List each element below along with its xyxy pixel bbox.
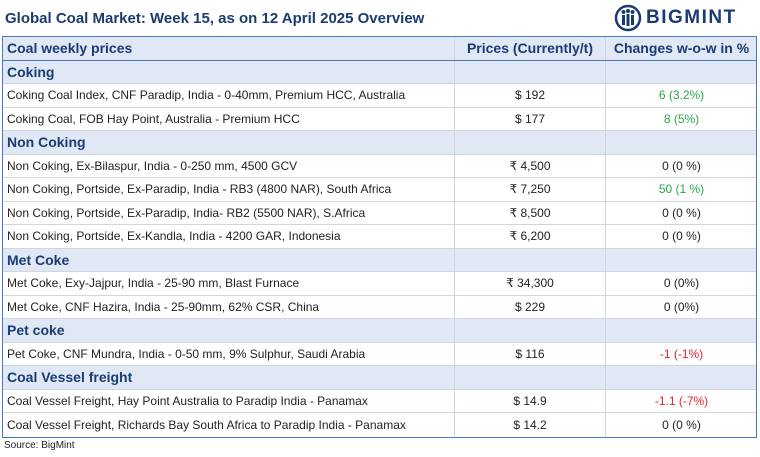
section-row: Met Coke	[3, 248, 757, 272]
item: Coking Coal Index, CNF Paradip, India - …	[7, 88, 406, 103]
data-row: Coking Coal Index, CNF Paradip, India - …	[3, 84, 756, 108]
change: -1.1 (-7%)	[605, 389, 757, 412]
empty-cell	[454, 248, 605, 271]
price: $ 192	[454, 84, 605, 107]
price: ₹ 34,300	[454, 272, 605, 295]
logo: BIGMINT	[614, 4, 754, 32]
price: $ 229	[454, 295, 605, 318]
logo-icon	[614, 4, 642, 32]
price: $ 116	[454, 342, 605, 365]
empty-cell	[454, 60, 605, 83]
section-row: Pet coke	[3, 319, 756, 343]
price: ₹ 4,500	[454, 154, 605, 177]
column-header: Prices (Currently/t)	[454, 37, 605, 60]
section-row: Non Coking	[3, 131, 756, 155]
column-header: Coal weekly prices	[7, 40, 133, 57]
change: 50 (1 %)	[605, 178, 757, 201]
source: Source: BigMint	[4, 440, 75, 451]
section-name: Pet coke	[7, 322, 65, 339]
change: 8 (5%)	[605, 107, 757, 130]
change: 0 (0 %)	[605, 413, 757, 437]
price-table: Coal weekly prices Prices (Currently/t) Ch…	[2, 36, 757, 438]
section-name: Met Coke	[7, 251, 70, 268]
empty-cell	[454, 131, 605, 154]
item: Non Coking, Portside, Ex-Paradip, India …	[7, 182, 392, 197]
item: Coking Coal, FOB Hay Point, Australia - …	[7, 111, 300, 126]
item: Non Coking, Ex-Bilaspur, India - 0-250 m…	[7, 158, 298, 173]
empty-cell	[605, 319, 757, 342]
item: Met Coke, Exy-Jajpur, India - 25-90 mm, …	[7, 276, 300, 291]
price: ₹ 7,250	[454, 178, 605, 201]
item: Met Coke, CNF Hazira, India - 25-90mm, 6…	[7, 299, 320, 314]
change: 0 (0%)	[605, 295, 757, 318]
price: ₹ 6,200	[454, 225, 605, 248]
section-row: Coal Vessel freight	[3, 366, 756, 390]
change: -1 (-1%)	[605, 342, 757, 365]
price: $ 14.2	[454, 413, 605, 437]
data-row: Non Coking, Portside, Ex-Paradip, India-…	[3, 201, 757, 225]
empty-cell	[605, 366, 757, 389]
item: Non Coking, Portside, Ex-Paradip, India-…	[7, 205, 366, 220]
item: Coal Vessel Freight, Hay Point Australia…	[7, 393, 368, 408]
title: Global Coal Market: Week 15, as on 12 Ap…	[5, 10, 425, 27]
price: ₹ 8,500	[454, 201, 605, 224]
empty-cell	[605, 60, 757, 83]
data-row: Met Coke, CNF Hazira, India - 25-90mm, 6…	[3, 295, 757, 319]
empty-cell	[454, 366, 605, 389]
change: 0 (0 %)	[605, 154, 757, 177]
section-name: Non Coking	[7, 134, 86, 151]
empty-cell	[605, 131, 757, 154]
data-row: Pet Coke, CNF Mundra, India - 0-50 mm, 9…	[3, 342, 757, 366]
change: 0 (0 %)	[605, 201, 757, 224]
section-name: Coking	[7, 63, 55, 80]
data-row: Coking Coal, FOB Hay Point, Australia - …	[3, 107, 757, 131]
item: Pet Coke, CNF Mundra, India - 0-50 mm, 9…	[7, 346, 366, 361]
data-row: Coal Vessel Freight, Hay Point Australia…	[3, 389, 757, 413]
section-row: Coking	[3, 60, 757, 84]
data-row: Met Coke, Exy-Jajpur, India - 25-90 mm, …	[3, 272, 756, 296]
item: Coal Vessel Freight, Richards Bay South …	[7, 417, 406, 432]
data-row: Non Coking, Ex-Bilaspur, India - 0-250 m…	[3, 154, 757, 178]
section-name: Coal Vessel freight	[7, 369, 133, 386]
price: $ 14.9	[454, 389, 605, 412]
data-row: Coal Vessel Freight, Richards Bay South …	[3, 413, 756, 437]
empty-cell	[454, 319, 605, 342]
item: Non Coking, Portside, Ex-Kandla, India -…	[7, 229, 341, 244]
data-row: Non Coking, Portside, Ex-Paradip, India …	[3, 178, 756, 202]
price: $ 177	[454, 107, 605, 130]
data-row: Non Coking, Portside, Ex-Kandla, India -…	[3, 225, 756, 249]
header-row: Coal weekly prices Prices (Currently/t) Ch…	[3, 37, 756, 61]
change: 0 (0 %)	[605, 225, 757, 248]
empty-cell	[605, 248, 757, 271]
logo-text: BIGMINT	[646, 7, 737, 28]
column-header: Changes w-o-w in %	[605, 37, 757, 60]
change: 6 (3.2%)	[605, 84, 757, 107]
change: 0 (0%)	[605, 272, 757, 295]
